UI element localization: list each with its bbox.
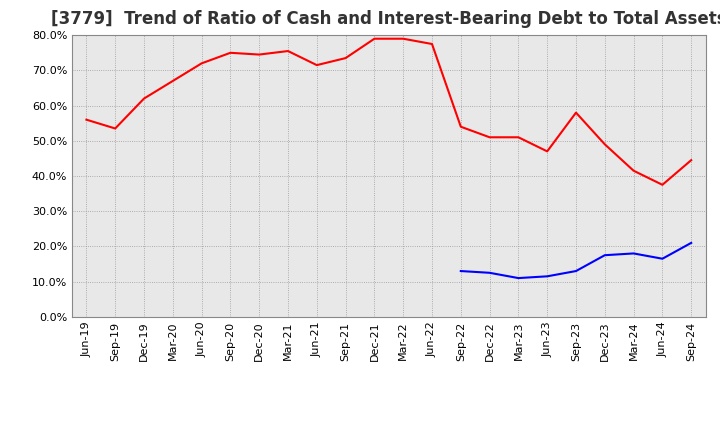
Cash	[456, 124, 465, 129]
Cash	[111, 126, 120, 131]
Cash	[600, 142, 609, 147]
Cash	[629, 168, 638, 173]
Interest-Bearing Debt	[543, 274, 552, 279]
Interest-Bearing Debt	[456, 268, 465, 274]
Cash	[197, 61, 206, 66]
Line: Cash: Cash	[86, 39, 691, 185]
Interest-Bearing Debt	[629, 251, 638, 256]
Cash	[168, 78, 177, 84]
Cash	[226, 50, 235, 55]
Line: Interest-Bearing Debt: Interest-Bearing Debt	[461, 243, 691, 278]
Cash	[140, 96, 148, 101]
Cash	[312, 62, 321, 68]
Interest-Bearing Debt	[658, 256, 667, 261]
Cash	[687, 158, 696, 163]
Cash	[341, 55, 350, 61]
Cash	[514, 135, 523, 140]
Cash	[658, 182, 667, 187]
Cash	[572, 110, 580, 115]
Interest-Bearing Debt	[687, 240, 696, 246]
Cash	[255, 52, 264, 57]
Cash	[370, 36, 379, 41]
Cash	[543, 149, 552, 154]
Cash	[399, 36, 408, 41]
Interest-Bearing Debt	[485, 270, 494, 275]
Cash	[284, 48, 292, 54]
Cash	[82, 117, 91, 122]
Interest-Bearing Debt	[514, 275, 523, 281]
Interest-Bearing Debt	[600, 253, 609, 258]
Interest-Bearing Debt	[572, 268, 580, 274]
Cash	[428, 41, 436, 47]
Cash	[485, 135, 494, 140]
Title: [3779]  Trend of Ratio of Cash and Interest-Bearing Debt to Total Assets: [3779] Trend of Ratio of Cash and Intere…	[51, 10, 720, 28]
